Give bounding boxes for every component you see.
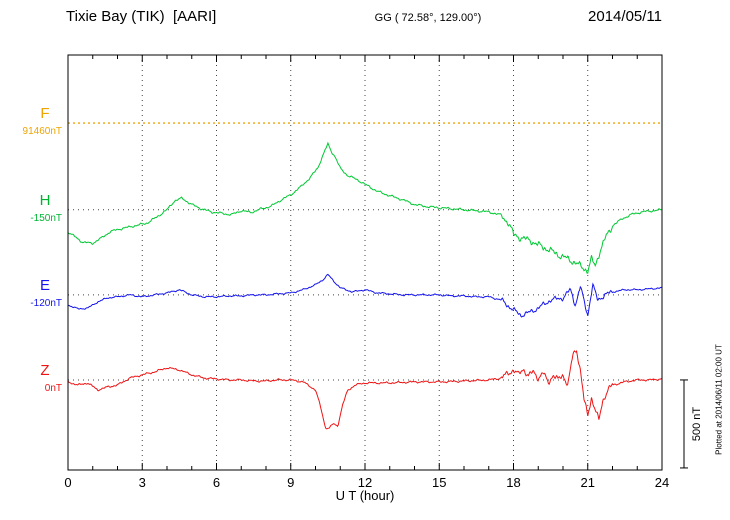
x-tick-label: 9 bbox=[287, 475, 294, 490]
series-baseline-value-H: -150nT bbox=[30, 213, 62, 224]
x-axis-label: U T (hour) bbox=[335, 488, 395, 503]
x-tick-label: 0 bbox=[64, 475, 71, 490]
scale-bar-label: 500 nT bbox=[691, 406, 703, 442]
series-baseline-value-Z: 0nT bbox=[44, 383, 62, 394]
series-baseline-value-E: -120nT bbox=[30, 298, 62, 309]
x-tick-label: 24 bbox=[655, 475, 669, 490]
geographic-coordinates: GG ( 72.58°, 129.00°) bbox=[374, 12, 482, 24]
trace-E bbox=[67, 273, 663, 318]
x-tick-label: 15 bbox=[432, 475, 446, 490]
trace-H bbox=[67, 141, 663, 274]
series-label-H: H bbox=[39, 192, 51, 209]
x-tick-label: 6 bbox=[213, 475, 220, 490]
series-baseline-value-F: 91460nT bbox=[22, 126, 62, 137]
x-tick-label: 3 bbox=[139, 475, 146, 490]
plotted-at-caption: Plotted at 2014/06/11 02:00 UT bbox=[714, 344, 724, 455]
x-tick-label: 12 bbox=[358, 475, 372, 490]
x-tick-label: 18 bbox=[506, 475, 520, 490]
series-label-Z: Z bbox=[40, 362, 50, 379]
station-title: Tixie Bay (TIK) [AARI] bbox=[66, 8, 217, 25]
plot-border bbox=[67, 54, 663, 471]
x-tick-label: 21 bbox=[581, 475, 595, 490]
trace-Z bbox=[67, 349, 663, 430]
series-label-E: E bbox=[39, 277, 50, 294]
series-label-F: F bbox=[40, 105, 50, 122]
date-label: 2014/05/11 bbox=[588, 8, 662, 25]
